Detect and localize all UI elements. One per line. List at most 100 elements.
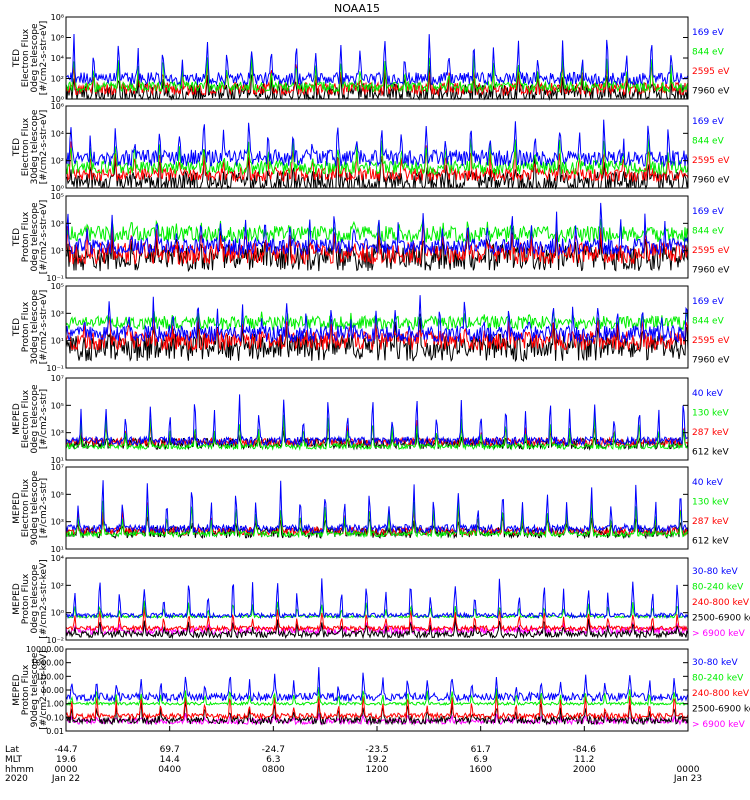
- y-axis-label-line: Proton Flux: [21, 573, 31, 624]
- y-axis-label-line: [#/cm2-s-str-eV]: [39, 21, 49, 96]
- y-tick-label: 10000.00: [26, 645, 64, 654]
- y-axis-label-line: Proton Flux: [21, 664, 31, 715]
- series-5-trace: [65, 578, 689, 620]
- legend-entry: 287 keV: [692, 517, 729, 527]
- y-tick-label: 10⁵: [51, 282, 64, 291]
- y-axis-label-line: [#/cm2-s-str]: [39, 389, 49, 449]
- y-axis-label-line: TED: [12, 49, 22, 68]
- series-2-trace: [65, 141, 689, 183]
- y-axis-label-line: 0deg telescope: [30, 384, 40, 454]
- y-axis-label-line: [#/cm2-s-str-eV]: [39, 110, 49, 185]
- y-axis-label-line: 30deg telescope: [30, 289, 40, 364]
- legend-entry: 844 eV: [692, 47, 725, 57]
- y-tick-label: 10⁷: [51, 463, 64, 472]
- x-tick-label: 14.4: [160, 755, 180, 765]
- legend-entry: 240-800 keV: [692, 598, 750, 608]
- series-4-trace: [65, 480, 689, 535]
- y-axis-label-line: TED: [12, 318, 22, 337]
- y-tick-label: 10⁸: [51, 13, 64, 22]
- x-tick-label: 6.3: [266, 755, 280, 765]
- x-row-label: Lat: [5, 745, 20, 755]
- legend-entry: 7960 eV: [692, 355, 730, 365]
- y-tick-label: 10⁴: [51, 54, 64, 63]
- y-axis-label-line: 0deg telescope: [30, 23, 40, 93]
- y-axis-label-line: 0deg telescope: [30, 564, 40, 634]
- series-3-trace: [65, 52, 689, 94]
- y-axis-label: MEPEDProton Flux90deg telescope[#/cm2-s-…: [12, 650, 49, 729]
- y-tick-label: 10⁻¹: [46, 274, 64, 283]
- y-tick-label: 10²: [51, 581, 64, 590]
- y-tick-label: 10³: [51, 429, 64, 438]
- x-tick-label: 1600: [469, 765, 492, 775]
- y-tick-label: 10³: [51, 219, 64, 228]
- legend-entry: 612 keV: [692, 447, 729, 457]
- y-tick-label: 1.00: [46, 700, 64, 709]
- legend-entry: 7960 eV: [692, 265, 730, 275]
- x-tick-label: 0800: [262, 765, 285, 775]
- y-tick-label: 10³: [51, 309, 64, 318]
- series-4-trace: [66, 33, 689, 87]
- y-tick-label: 10⁷: [51, 374, 64, 383]
- legend-entry: 7960 eV: [692, 175, 730, 185]
- y-tick-label: 10⁵: [51, 490, 64, 499]
- y-tick-label: 0.10: [46, 713, 64, 722]
- y-axis-label-line: Proton Flux: [21, 301, 31, 352]
- x-row-label: 2020: [5, 774, 28, 784]
- y-tick-label: 10¹: [51, 247, 64, 256]
- y-axis-label: MEPEDElectron Flux0deg telescope[#/cm2-s…: [12, 384, 49, 454]
- y-tick-label: 10⁻²: [46, 636, 64, 645]
- legend-entry: 40 keV: [692, 478, 724, 488]
- legend-entry: 2500-6900 keV: [692, 614, 750, 624]
- legend-entry: 7960 eV: [692, 86, 730, 96]
- y-tick-label: 10⁴: [51, 554, 64, 563]
- y-tick-label: 0.01: [46, 727, 64, 736]
- legend-entry: 2595 eV: [692, 156, 730, 166]
- y-tick-label: 10⁰: [51, 609, 64, 618]
- legend-entry: 80-240 keV: [692, 582, 744, 592]
- legend-entry: 130 keV: [692, 408, 729, 418]
- y-tick-label: 10⁶: [51, 102, 64, 111]
- y-axis-label-line: [#/cm2-s-str-eV]: [39, 200, 49, 275]
- series-2-trace: [65, 219, 689, 266]
- series-1-trace: [65, 516, 689, 540]
- series-1-trace: [65, 430, 689, 451]
- legend-entry: 240-800 keV: [692, 689, 750, 699]
- legend-entry: 30-80 keV: [692, 567, 738, 577]
- x-tick-label: 0000: [55, 765, 78, 775]
- panel-frame: [65, 195, 689, 279]
- x-tick-label: 19.6: [56, 755, 76, 765]
- y-axis-label-line: 30deg telescope: [30, 109, 40, 184]
- y-tick-label: 10⁵: [51, 192, 64, 201]
- x-tick-label: 1200: [366, 765, 389, 775]
- legend-entry: 844 eV: [692, 226, 725, 236]
- y-tick-label: 1000.00: [31, 659, 64, 668]
- y-axis-label-line: [#/cm2-s-str-keV]: [39, 559, 49, 638]
- y-tick-label: 10³: [51, 518, 64, 527]
- legend-entry: 169 eV: [692, 297, 725, 307]
- y-tick-label: 10⁰: [51, 95, 64, 104]
- y-tick-label: 10⁵: [51, 401, 64, 410]
- y-axis-label-line: Electron Flux: [21, 28, 31, 87]
- series-3-trace: [65, 606, 688, 633]
- x-tick-label: 11.2: [574, 755, 594, 765]
- y-axis-label-line: Proton Flux: [21, 211, 31, 262]
- legend-entry: 287 keV: [692, 428, 729, 438]
- y-tick-label: 10⁴: [51, 129, 64, 138]
- y-axis-label: TEDProton Flux0deg telescope[#/cm2-s-str…: [12, 200, 49, 275]
- y-axis-label-line: 90deg telescope: [30, 470, 40, 545]
- y-tick-label: 100.00: [36, 672, 64, 681]
- y-axis-label-line: MEPED: [12, 492, 22, 524]
- y-tick-label: 10¹: [51, 545, 64, 554]
- legend-entry: 844 eV: [692, 316, 725, 326]
- y-axis-label: MEPEDElectron Flux90deg telescope[#/cm2-…: [12, 470, 49, 545]
- legend-entry: 169 eV: [692, 207, 725, 217]
- legend-entry: 2595 eV: [692, 336, 730, 346]
- x-tick-label: 19.2: [367, 755, 387, 765]
